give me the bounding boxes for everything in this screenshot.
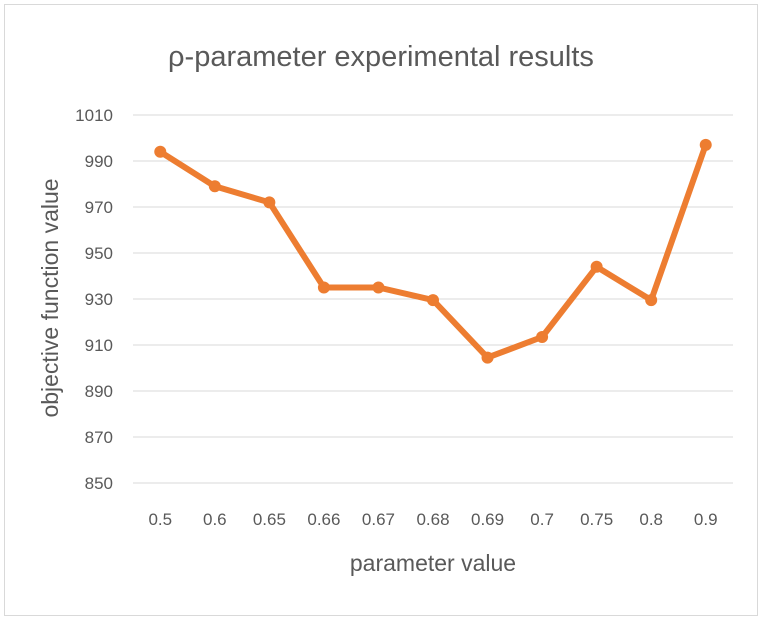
x-tick-label: 0.6 — [203, 510, 227, 529]
data-point — [699, 138, 712, 151]
y-tick-label: 930 — [85, 290, 113, 309]
x-tick-label: 0.7 — [530, 510, 554, 529]
series-line — [157, 141, 709, 361]
y-tick-label: 890 — [85, 382, 113, 401]
x-tick-label: 0.68 — [416, 510, 449, 529]
y-axis-ticks: 850 870 890 910 930 950 970 990 1010 — [75, 106, 113, 493]
x-tick-label: 0.65 — [253, 510, 286, 529]
y-tick-label: 950 — [85, 244, 113, 263]
series-layer — [154, 138, 712, 364]
x-tick-label: 0.8 — [639, 510, 663, 529]
x-axis-label: parameter value — [350, 550, 516, 576]
y-tick-label: 910 — [85, 336, 113, 355]
y-tick-label: 970 — [85, 198, 113, 217]
y-tick-label: 1010 — [75, 106, 113, 125]
x-tick-label: 0.9 — [694, 510, 718, 529]
data-point — [481, 351, 494, 364]
chart-title: ρ-parameter experimental results — [168, 41, 594, 73]
chart-frame — [4, 4, 758, 616]
data-point — [536, 330, 549, 343]
data-point — [317, 281, 330, 294]
y-tick-label: 870 — [85, 428, 113, 447]
data-point — [645, 294, 658, 307]
y-tick-label: 990 — [85, 152, 113, 171]
data-point — [590, 260, 603, 273]
data-point — [427, 294, 439, 307]
y-tick-label: 850 — [85, 474, 113, 493]
x-tick-label: 0.67 — [362, 510, 395, 529]
data-point — [263, 196, 276, 209]
x-axis-ticks: 0.5 0.6 0.65 0.66 0.67 0.68 0.69 0.7 0.75 0.8 0.9 — [148, 510, 717, 529]
data-point — [154, 145, 167, 158]
data-point — [208, 180, 221, 193]
x-tick-label: 0.75 — [580, 510, 613, 529]
gridlines — [133, 114, 733, 484]
x-tick-label: 0.5 — [148, 510, 172, 529]
data-point — [372, 281, 385, 294]
x-tick-label: 0.66 — [307, 510, 340, 529]
y-axis-label: objective function value — [37, 178, 63, 417]
x-tick-label: 0.69 — [471, 510, 504, 529]
